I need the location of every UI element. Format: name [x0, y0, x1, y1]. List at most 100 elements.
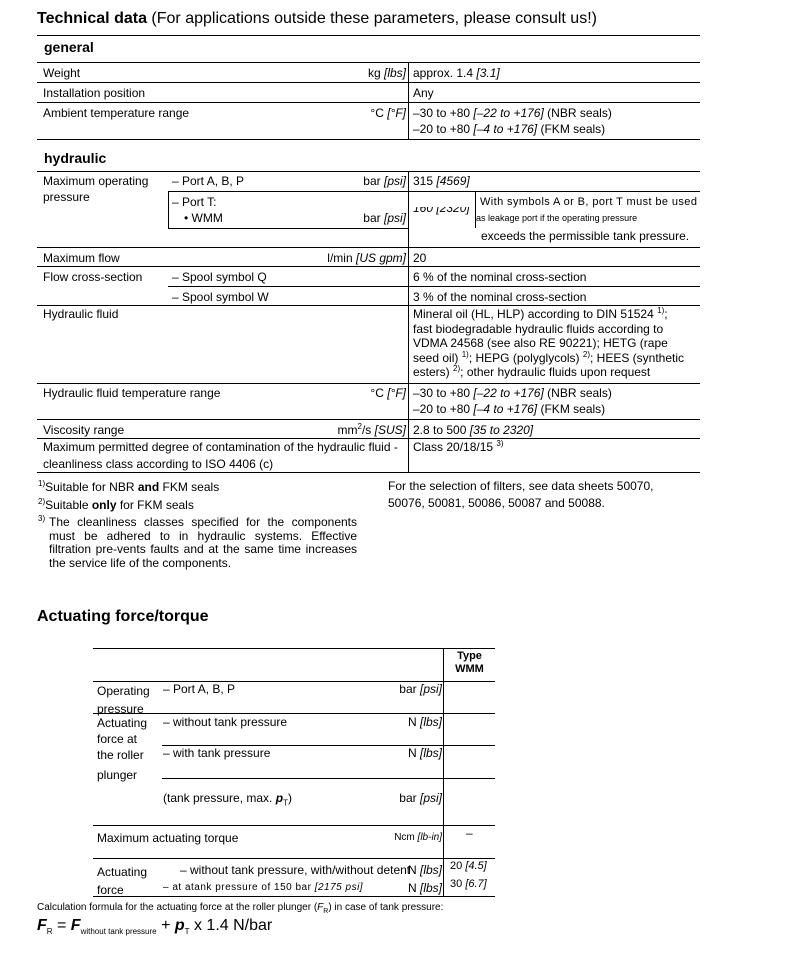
divider — [37, 383, 700, 384]
port-t-note-3: exceeds the permissible tank pressure. — [481, 229, 690, 243]
divider — [168, 191, 700, 192]
row1-value: 20 [4.5] — [450, 860, 487, 872]
ambient-label: Ambient temperature range — [43, 106, 190, 120]
page-title: Technical data (For applications outside… — [37, 10, 597, 28]
divider — [168, 228, 408, 229]
actuating-force-label: Actuating force at the roller plunger — [97, 716, 148, 782]
op-port-label: – Port A, B, P — [163, 682, 236, 696]
divider — [168, 286, 700, 287]
section-actuating: Actuating force/torque — [37, 608, 209, 625]
tank-max-label: (tank pressure, max. pT) — [163, 791, 292, 808]
row2-unit: N [lbs] — [407, 881, 442, 895]
weight-label: Weight — [43, 66, 81, 80]
footnote-2: 2)Suitable only for FKM seals — [38, 497, 194, 513]
port-t-label: – Port T: — [172, 195, 217, 209]
divider — [37, 247, 700, 248]
divider — [162, 745, 495, 746]
flow-cross-label: Flow cross-section — [43, 270, 143, 284]
weight-value: approx. 1.4 [3.1] — [413, 66, 500, 80]
viscosity-label: Viscosity range — [43, 423, 125, 437]
fluid-label: Hydraulic fluid — [43, 307, 119, 321]
viscosity-unit: mm2/s [SUS] — [337, 422, 406, 438]
divider — [443, 648, 444, 896]
section-hydraulic: hydraulic — [44, 150, 107, 166]
max-pressure-label: Maximum operating — [43, 174, 149, 188]
divider — [408, 171, 409, 472]
installation-label: Installation position — [43, 86, 146, 100]
divider — [37, 62, 700, 63]
contamination-label-2: cleanliness class according to ISO 4406 … — [43, 457, 274, 471]
port-t-note-2: as leakage port if the operating pressur… — [476, 213, 638, 223]
section-general: general — [44, 39, 94, 55]
port-t-value-clip: 160 [2320] — [413, 207, 475, 215]
ambient-unit: °C [°F] — [370, 106, 406, 120]
weight-unit: kg [lbs] — [367, 66, 406, 80]
torque-label: Maximum actuating torque — [97, 831, 239, 845]
divider — [37, 419, 700, 420]
divider — [37, 438, 700, 439]
with-tank-unit: N [lbs] — [407, 746, 442, 760]
port-t-value: 160 [2320] — [413, 207, 470, 215]
title-bold: Technical data — [37, 10, 147, 27]
divider — [93, 713, 495, 714]
fluid-temp-nbr: –30 to +80 [–22 to +176] (NBR seals) — [413, 386, 612, 400]
fluid-temp-label: Hydraulic fluid temperature range — [43, 386, 221, 400]
divider — [168, 191, 169, 228]
port-t-unit: bar [psi] — [363, 211, 406, 225]
footnote-3-marker: 3) — [38, 514, 46, 523]
without-tank-unit: N [lbs] — [407, 715, 442, 729]
max-pressure-label-2: pressure — [43, 190, 90, 204]
divider — [93, 858, 495, 859]
formula-caption: Calculation formula for the actuating fo… — [37, 902, 444, 915]
divider — [475, 191, 476, 228]
fluid-value: Mineral oil (HL, HLP) according to DIN 5… — [413, 306, 685, 380]
ambient-value-fkm: –20 to +80 [–4 to +176] (FKM seals) — [413, 122, 606, 136]
filters-note-2: 50076, 50081, 50086, 50087 and 50088. — [388, 496, 605, 510]
row1-unit: N [lbs] — [407, 863, 442, 877]
divider — [37, 35, 700, 36]
max-flow-value: 20 — [413, 251, 427, 265]
footnote-1: 1)Suitable for NBR and FKM seals — [38, 479, 220, 495]
actuating-force-label-2: Actuating force — [97, 865, 148, 897]
installation-value: Any — [413, 86, 434, 100]
filters-note-1: For the selection of filters, see data s… — [388, 479, 654, 493]
contamination-label: Maximum permitted degree of contaminatio… — [43, 440, 398, 454]
divider — [93, 896, 495, 897]
footnote-3: The cleanliness classes specified for th… — [49, 515, 357, 570]
row-without-tank-detent: – without tank pressure, with/without de… — [180, 863, 411, 877]
title-note: (For applications outside these paramete… — [146, 10, 597, 27]
max-flow-unit: l/min [US gpm] — [327, 251, 406, 265]
op-pressure-label: Operating pressure — [97, 684, 150, 716]
port-t-wmm: • WMM — [184, 211, 223, 225]
divider — [37, 305, 700, 306]
torque-unit: Ncm [lb-in] — [394, 832, 442, 843]
torque-value: – — [466, 826, 473, 840]
divider — [37, 171, 700, 172]
spool-q-label: – Spool symbol Q — [172, 270, 267, 284]
port-t-note-1: With symbols A or B, port T must be used — [480, 196, 698, 208]
tank-max-unit: bar [psi] — [399, 791, 442, 805]
divider — [162, 778, 495, 779]
divider — [37, 266, 700, 267]
row2-value: 30 [6.7] — [450, 878, 487, 890]
divider — [37, 472, 700, 473]
without-tank-label: – without tank pressure — [163, 715, 288, 729]
port-abp-label: – Port A, B, P — [172, 174, 245, 188]
ambient-value-nbr: –30 to +80 [–22 to +176] (NBR seals) — [413, 106, 612, 120]
divider — [93, 648, 495, 649]
viscosity-value: 2.8 to 500 [35 to 2320] — [413, 423, 534, 437]
divider — [93, 681, 495, 682]
type-header: Type WMM — [455, 650, 484, 675]
port-abp-value: 315 [4569] — [413, 174, 470, 188]
spool-w-value: 3 % of the nominal cross-section — [413, 290, 587, 304]
spool-q-value: 6 % of the nominal cross-section — [413, 270, 587, 284]
max-flow-label: Maximum flow — [43, 251, 120, 265]
fluid-temp-unit: °C [°F] — [370, 386, 406, 400]
divider — [93, 825, 495, 826]
contamination-value: Class 20/18/15 3) — [413, 439, 504, 455]
op-port-unit: bar [psi] — [399, 682, 442, 696]
divider — [37, 139, 700, 140]
with-tank-label: – with tank pressure — [163, 746, 271, 760]
fluid-temp-fkm: –20 to +80 [–4 to +176] (FKM seals) — [413, 402, 606, 416]
